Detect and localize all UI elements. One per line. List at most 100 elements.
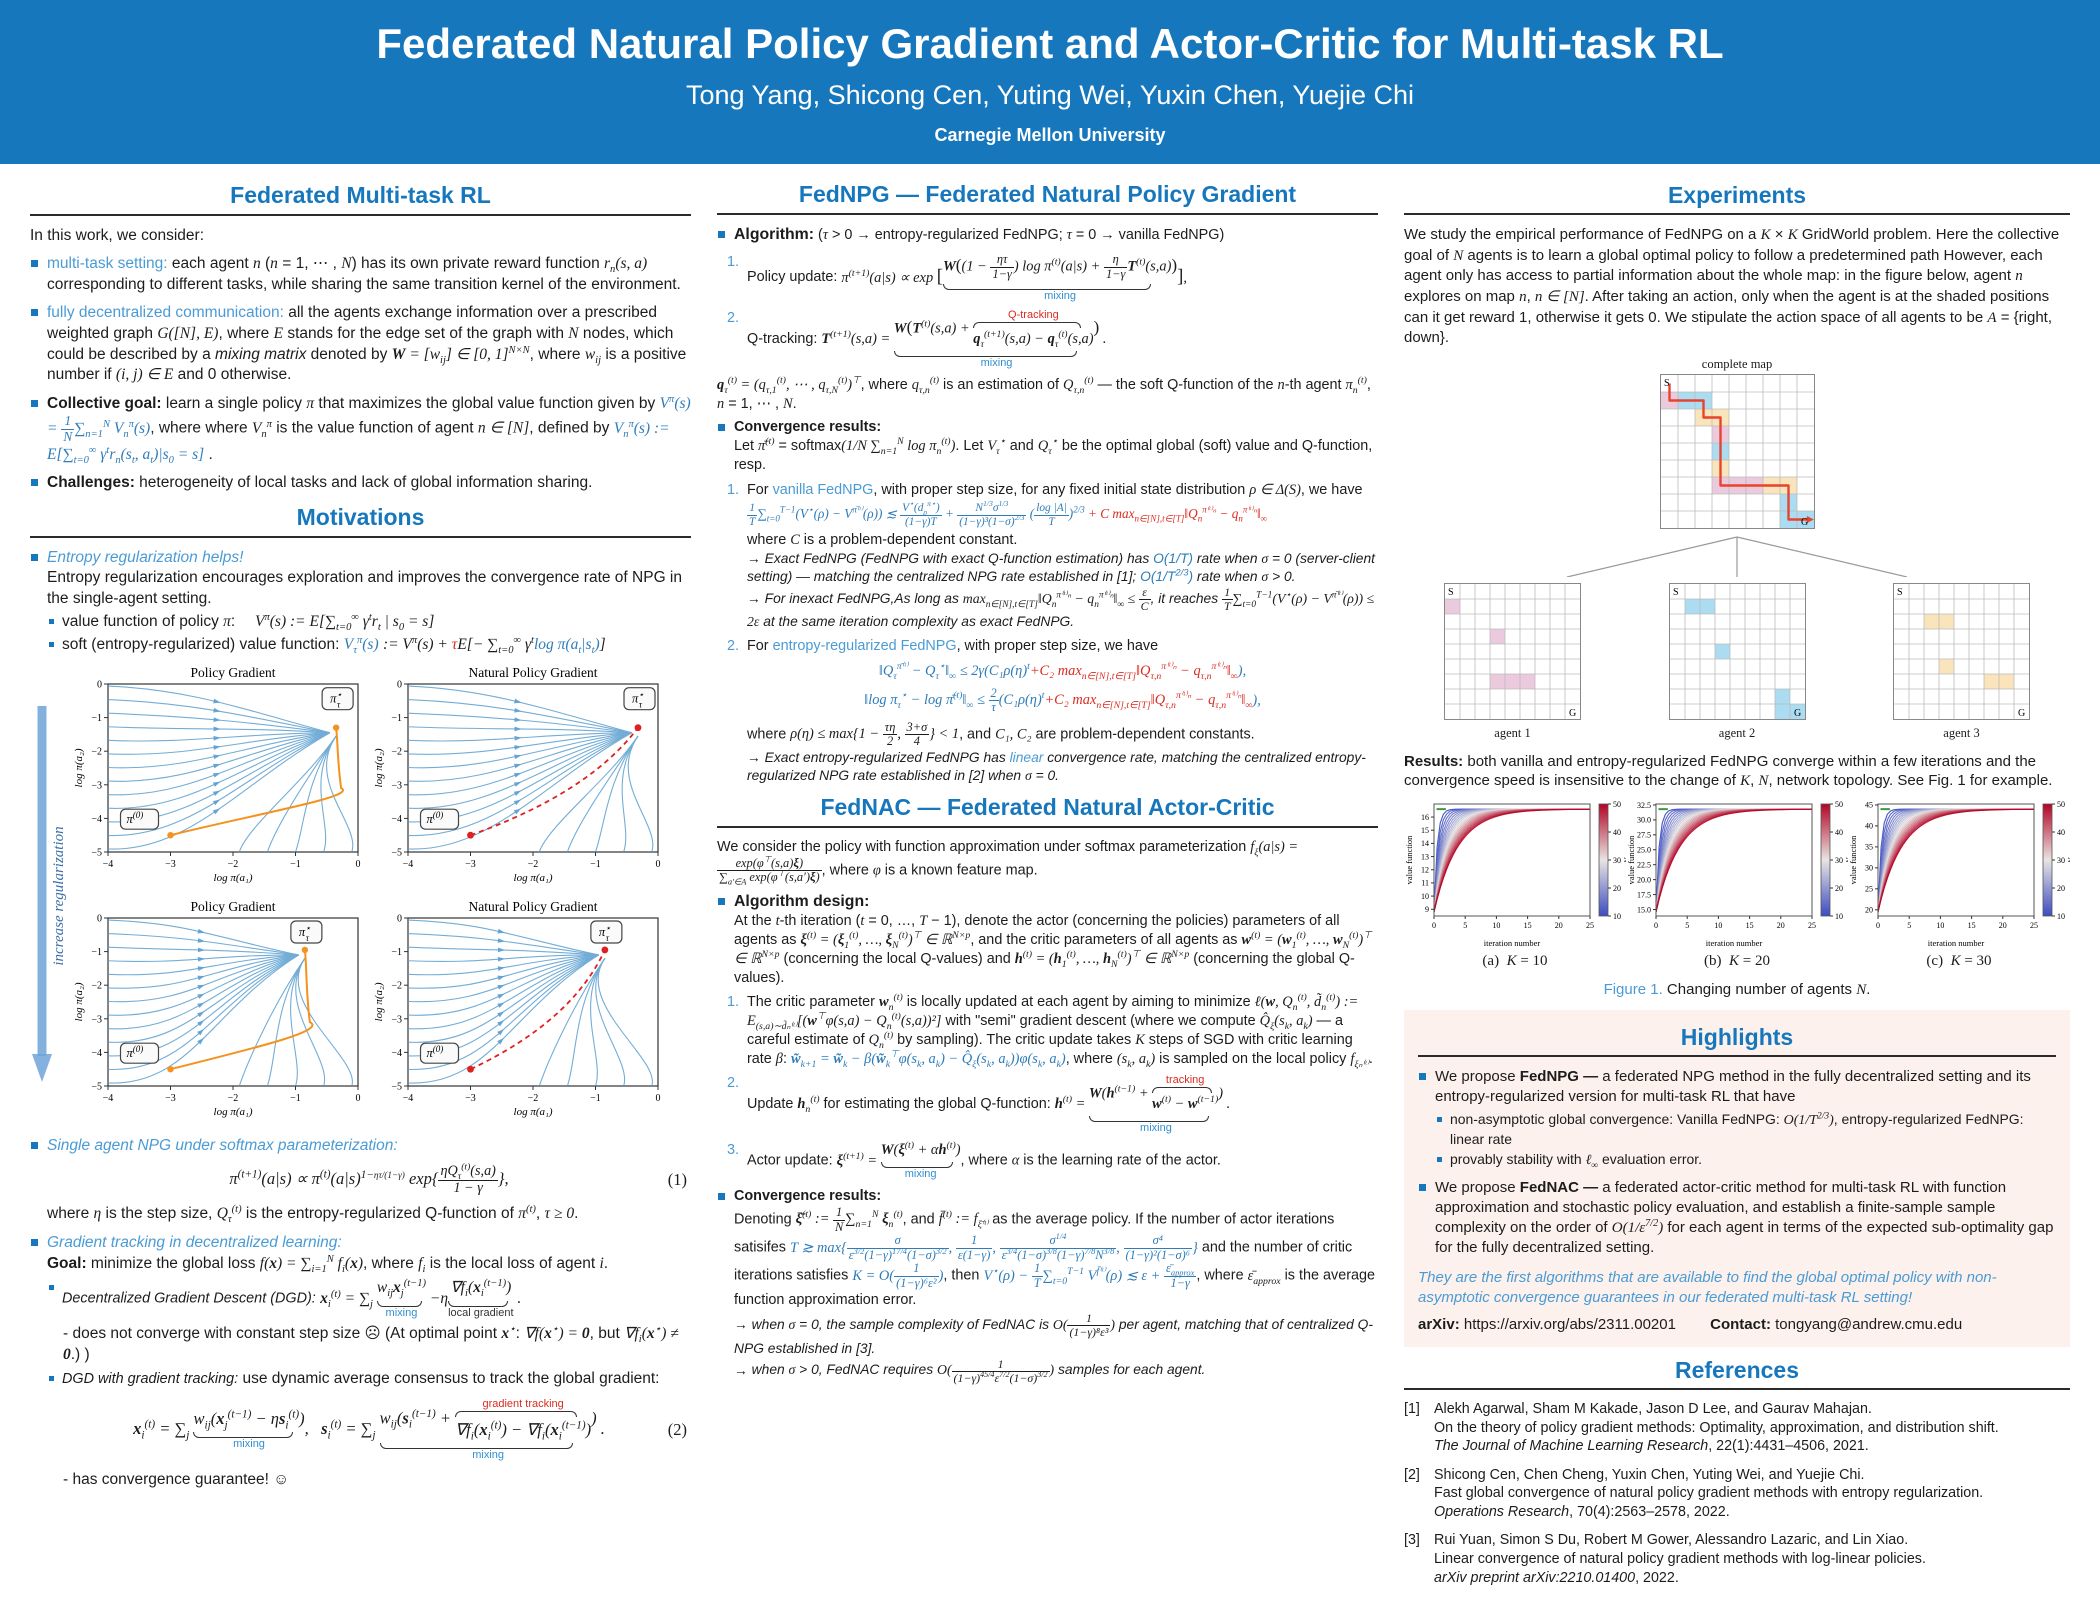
svg-text:0: 0	[97, 679, 102, 690]
bullet-convergence-results: Convergence results: Let π̄(t) = softmax(…	[717, 418, 1378, 474]
bullet-lead: Convergence results:	[734, 419, 882, 436]
svg-text:−5: −5	[391, 1081, 402, 1092]
svg-text:−2: −2	[91, 980, 102, 991]
svg-text:−3: −3	[91, 1014, 102, 1025]
entropy-bound-formula-1: ‖Qτπ̄⁽ᵗ⁾ − Qτ⋆‖∞ ≤ 2γ(C₁ρ(η)t+C₂ maxn∈[N…	[878, 661, 1247, 682]
svg-text:40: 40	[2057, 828, 2065, 837]
svg-text:S: S	[1448, 587, 1454, 598]
equation-1: π(t+1)(a|s) ∝ π(t)(a|s)1−ητ/(1−γ) exp{ηQ…	[229, 1161, 687, 1196]
svg-text:20: 20	[1999, 921, 2007, 930]
bullet-square-icon	[1419, 1184, 1426, 1192]
svg-text:30.0: 30.0	[1637, 816, 1651, 825]
svg-text:−3: −3	[465, 1093, 476, 1104]
svg-text:−5: −5	[391, 847, 402, 858]
highlight-fednpg: We propose FedNPG — a federated NPG meth…	[1418, 1067, 2056, 1171]
svg-text:π⋆τ: π⋆ τ	[599, 923, 611, 943]
panel-caption: (a) K = 10	[1482, 952, 1548, 969]
step-number: 2.	[726, 309, 739, 326]
q-definition: qτ(t) = (qτ,1(t), ⋯ , qτ,N(t))⊤, where q…	[717, 375, 1371, 412]
svg-text:−3: −3	[391, 1014, 402, 1025]
complete-map-label: complete map	[1701, 356, 1773, 371]
closing-statement: They are the first algorithms that are a…	[1418, 1268, 1997, 1306]
bullet-square-icon	[31, 1239, 38, 1247]
fednac-intro: We consider the policy with function app…	[717, 838, 1299, 887]
svg-text:Natural Policy Gradient: Natural Policy Gradient	[469, 665, 598, 680]
svg-text:14: 14	[1421, 839, 1429, 848]
regularization-arrow: increase regularization	[30, 666, 72, 1126]
svg-text:log π(a₂): log π(a₂)	[73, 748, 85, 787]
section-title-fednpg: FedNPG — Federated Natural Policy Gradie…	[798, 181, 1297, 207]
svg-text:10: 10	[1492, 921, 1500, 930]
convergence-result-1: 1. For vanilla FedNPG, with proper step …	[717, 481, 1378, 632]
arxiv-link[interactable]: https://arxiv.org/abs/2311.00201	[1463, 1316, 1676, 1334]
colorbar: 10 20 30 40 50 N	[2042, 800, 2070, 921]
contact-email[interactable]: tongyang@andrew.cmu.edu	[1775, 1316, 1963, 1334]
svg-text:15: 15	[1968, 921, 1976, 930]
svg-text:−2: −2	[391, 746, 402, 757]
svg-text:N: N	[1622, 856, 1626, 864]
svg-text:0: 0	[356, 859, 361, 870]
svg-text:π⋆τ: π⋆ τ	[330, 689, 342, 709]
svg-text:−4: −4	[91, 814, 102, 825]
svg-text:25: 25	[1586, 921, 1594, 930]
bullet-lead: Gradient tracking in decentralized learn…	[47, 1234, 342, 1252]
svg-text:0: 0	[1654, 921, 1658, 930]
contact-lead: Contact:	[1710, 1316, 1771, 1334]
svg-text:−4: −4	[391, 1048, 402, 1059]
svg-text:−2: −2	[528, 859, 539, 870]
convergence-panel-a: 0 5 10 15 20 25 9 10 11 12 13 14 15 16 iteration numbe…	[1404, 798, 1626, 972]
natural-policy-gradient-plot-top: Natural Policy Gradient −4 −3 −2 −1 0 0 −1 −2 −3 −…	[373, 665, 661, 884]
divider	[717, 825, 1378, 828]
equation-2: xi(t) = ∑j wij(xj(t−1) − ηsi(t)) mixing, …	[133, 1397, 687, 1461]
svg-text:40: 40	[1613, 828, 1621, 837]
step-number: 1.	[726, 254, 739, 271]
step-number: 1.	[726, 481, 739, 498]
bullet-lead: Convergence results:	[734, 1188, 882, 1205]
svg-text:15: 15	[1746, 921, 1754, 930]
bullet-square-icon	[49, 1376, 54, 1382]
svg-text:G: G	[1801, 517, 1808, 528]
svg-text:10: 10	[1835, 912, 1843, 921]
bullet-square-icon	[31, 1141, 38, 1149]
sigma-positive-note: → when σ > 0, FedNAC requires O(1 (1−γ)45…	[734, 1356, 1206, 1385]
svg-text:30: 30	[1835, 856, 1843, 865]
sub-bullet-dgd: Decentralized Gradient Descent (DGD): xi…	[47, 1278, 691, 1320]
svg-text:10: 10	[1421, 892, 1429, 901]
poster-title: Federated Natural Policy Gradient and Ac…	[376, 20, 1724, 67]
svg-text:log π(a₁): log π(a₁)	[214, 1106, 253, 1118]
dgd-note: - does not converge with constant step s…	[63, 1323, 679, 1363]
svg-text:G: G	[2018, 708, 2025, 719]
svg-text:G: G	[1794, 708, 1801, 719]
equation-tag: (2)	[667, 1420, 687, 1440]
column-middle: FedNPG — Federated Natural Policy Gradie…	[717, 172, 1378, 1597]
svg-text:iteration number: iteration number	[1706, 938, 1763, 948]
poster-affiliation: Carnegie Mellon University	[934, 125, 1166, 145]
svg-text:−3: −3	[165, 859, 176, 870]
svg-text:0: 0	[1432, 921, 1436, 930]
svg-text:G: G	[1569, 708, 1576, 719]
svg-text:iteration number: iteration number	[1928, 938, 1985, 948]
svg-text:25: 25	[2030, 921, 2038, 930]
convergence-panel-c: 0 5 10 15 20 25 20 25 30 35 40 45 iteration number va…	[1848, 798, 2070, 972]
svg-text:log π(a₂): log π(a₂)	[73, 982, 85, 1021]
svg-text:20.0: 20.0	[1637, 875, 1651, 884]
svg-text:Policy Gradient: Policy Gradient	[190, 665, 275, 680]
highlight-fednpg-sub1: non-asymptotic global convergence: Vanil…	[1435, 1110, 2056, 1149]
highlights-box: Highlights We propose FedNPG — a federat…	[1404, 1010, 2070, 1347]
svg-text:40: 40	[1835, 828, 1843, 837]
convergence-guarantee-note: - has convergence guarantee! ☺	[63, 1471, 290, 1489]
svg-text:10: 10	[1936, 921, 1944, 930]
entropy-bound-formula-2: ‖log πτ⋆ − log π̄(t)‖∞ ≤ 2 τ (C₁ρ(η)t+C₂ m…	[864, 685, 1261, 715]
svg-text:value function: value function	[1404, 835, 1414, 885]
divider	[1404, 213, 2070, 216]
section-title-motivations: Motivations	[296, 503, 425, 530]
bullet-lead: Single agent NPG under softmax parameter…	[47, 1136, 398, 1154]
svg-text:0: 0	[1876, 921, 1880, 930]
bullet-gradient-tracking: Gradient tracking in decentralized learn…	[30, 1233, 691, 1491]
figure-1-caption: Figure 1. Changing number of agents N.	[1603, 980, 1871, 998]
svg-text:π⋆τ: π⋆ τ	[299, 923, 311, 943]
vanilla-bound-formula: 1 T ∑t=0T−1(V⋆(ρ) − Vπ̄⁽ᵗ⁾(ρ)) ≲ V⋆(dρπ⋆)(…	[747, 499, 1268, 528]
